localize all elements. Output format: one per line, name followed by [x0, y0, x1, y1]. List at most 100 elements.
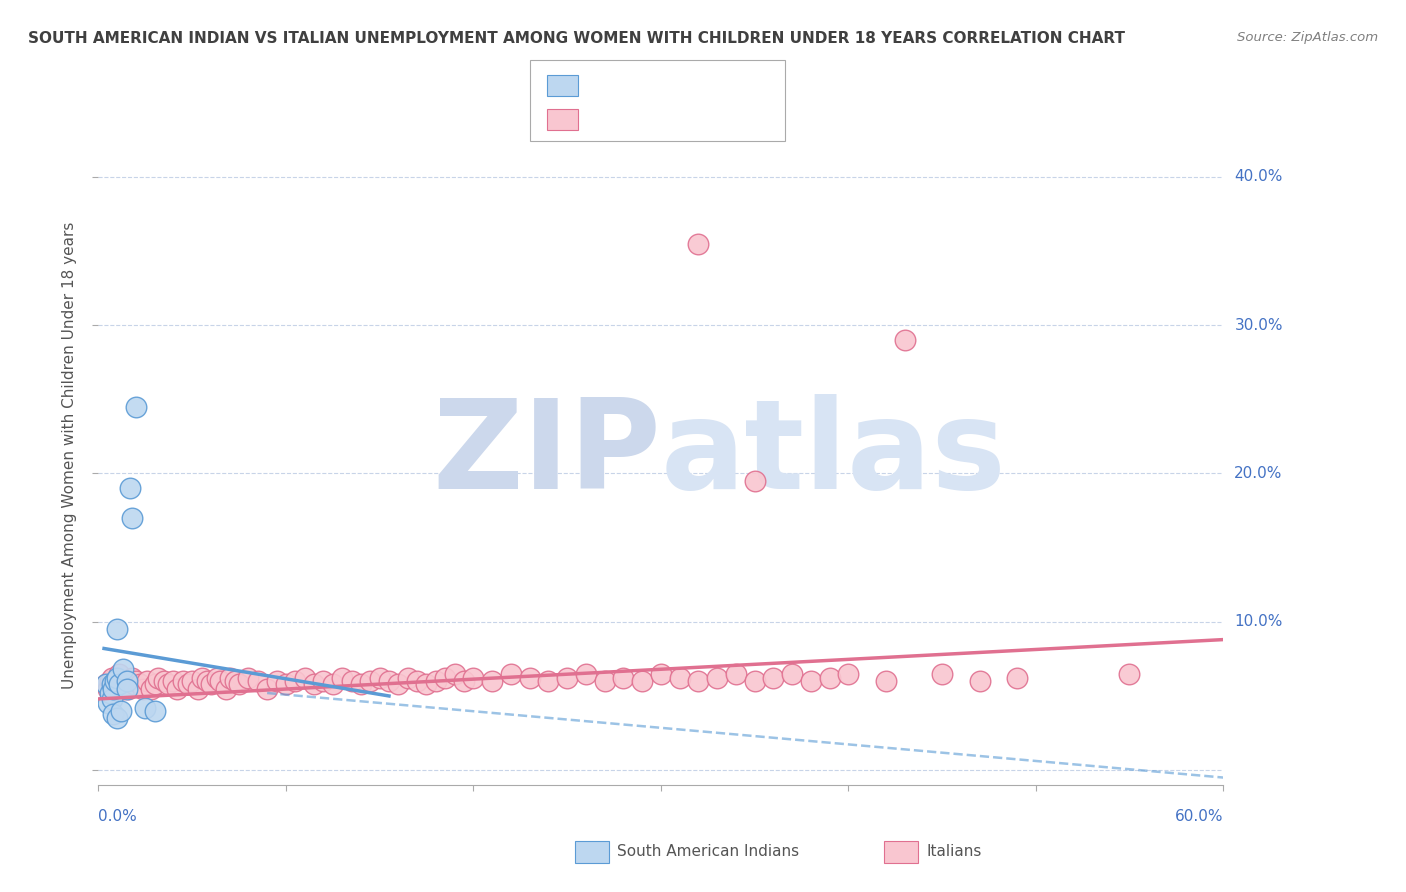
- Point: [172, 674, 194, 689]
- Point: [215, 681, 238, 696]
- Point: [122, 677, 145, 691]
- Point: [166, 681, 188, 696]
- Point: [744, 674, 766, 689]
- Point: [134, 701, 156, 715]
- Text: 0.0%: 0.0%: [98, 809, 138, 823]
- Point: [200, 677, 222, 691]
- Point: [555, 671, 578, 685]
- Point: [132, 681, 155, 696]
- Point: [120, 481, 142, 495]
- Point: [228, 677, 250, 691]
- Point: [110, 677, 132, 691]
- Point: [359, 674, 381, 689]
- Point: [893, 333, 915, 347]
- Point: [110, 704, 132, 718]
- Point: [98, 686, 121, 700]
- Point: [668, 671, 690, 685]
- Point: [195, 674, 218, 689]
- Point: [105, 674, 128, 689]
- Point: [650, 666, 672, 681]
- Text: SOUTH AMERICAN INDIAN VS ITALIAN UNEMPLOYMENT AMONG WOMEN WITH CHILDREN UNDER 18: SOUTH AMERICAN INDIAN VS ITALIAN UNEMPLO…: [28, 31, 1125, 46]
- Point: [406, 674, 429, 689]
- Point: [115, 674, 138, 689]
- Point: [266, 674, 288, 689]
- Point: [744, 474, 766, 488]
- Point: [969, 674, 991, 689]
- Point: [425, 674, 447, 689]
- Point: [481, 674, 503, 689]
- Point: [453, 674, 475, 689]
- Point: [837, 666, 859, 681]
- Point: [209, 674, 232, 689]
- Point: [378, 674, 401, 689]
- Point: [368, 671, 391, 685]
- Text: 20.0%: 20.0%: [1234, 466, 1282, 481]
- Point: [105, 622, 128, 636]
- Text: R = -0.075  N =  21: R = -0.075 N = 21: [588, 76, 731, 90]
- Point: [875, 674, 897, 689]
- Point: [100, 677, 122, 691]
- Point: [780, 666, 803, 681]
- Text: South American Indians: South American Indians: [617, 845, 800, 859]
- Point: [97, 697, 120, 711]
- Point: [103, 706, 125, 721]
- Text: 30.0%: 30.0%: [1234, 318, 1282, 333]
- Point: [246, 674, 269, 689]
- Point: [322, 677, 344, 691]
- Point: [519, 671, 541, 685]
- Point: [115, 677, 138, 691]
- Text: atlas: atlas: [661, 394, 1007, 516]
- Point: [156, 677, 179, 691]
- Point: [499, 666, 522, 681]
- Point: [434, 671, 457, 685]
- Point: [104, 674, 127, 689]
- Point: [108, 666, 131, 681]
- Point: [121, 671, 143, 685]
- Point: [256, 681, 278, 696]
- Point: [104, 677, 127, 691]
- Point: [120, 674, 142, 689]
- Text: 40.0%: 40.0%: [1234, 169, 1282, 185]
- Point: [224, 674, 246, 689]
- Point: [94, 677, 117, 691]
- Point: [162, 674, 184, 689]
- Point: [97, 681, 120, 696]
- Point: [688, 674, 710, 689]
- Point: [238, 671, 260, 685]
- Point: [105, 711, 128, 725]
- Point: [136, 674, 159, 689]
- Point: [724, 666, 747, 681]
- Text: Italians: Italians: [927, 845, 981, 859]
- Point: [128, 677, 150, 691]
- Point: [143, 704, 166, 718]
- Point: [443, 666, 465, 681]
- Text: Source: ZipAtlas.com: Source: ZipAtlas.com: [1237, 31, 1378, 45]
- Point: [177, 677, 200, 691]
- Point: [537, 674, 560, 689]
- Point: [114, 674, 136, 689]
- Point: [143, 677, 166, 691]
- Point: [294, 671, 316, 685]
- Point: [800, 674, 823, 689]
- Point: [612, 671, 634, 685]
- Point: [593, 674, 616, 689]
- Point: [100, 692, 122, 706]
- Point: [103, 681, 125, 696]
- Point: [302, 677, 325, 691]
- Point: [706, 671, 728, 685]
- Point: [111, 662, 134, 676]
- Point: [575, 666, 598, 681]
- Point: [274, 677, 297, 691]
- Point: [148, 671, 170, 685]
- Point: [181, 674, 204, 689]
- Y-axis label: Unemployment Among Women with Children Under 18 years: Unemployment Among Women with Children U…: [62, 221, 77, 689]
- Point: [117, 681, 139, 696]
- Point: [125, 400, 148, 414]
- Point: [205, 671, 228, 685]
- Point: [463, 671, 485, 685]
- Text: 60.0%: 60.0%: [1175, 809, 1223, 823]
- Point: [818, 671, 841, 685]
- Point: [139, 681, 162, 696]
- Point: [115, 681, 138, 696]
- Point: [396, 671, 419, 685]
